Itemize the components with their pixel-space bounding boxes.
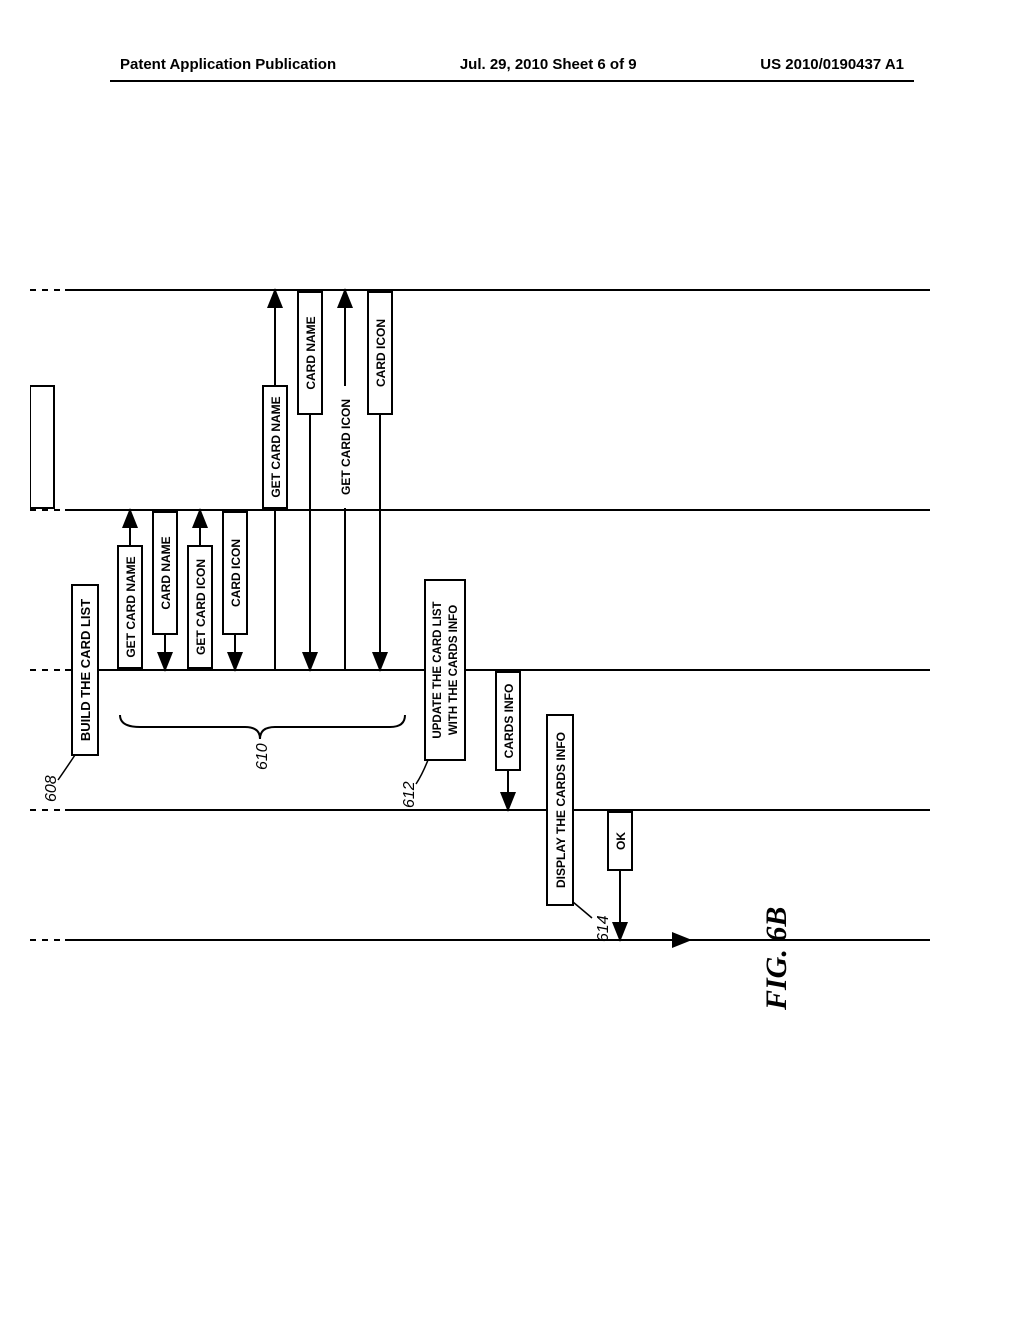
svg-text:GET CARD ICON: GET CARD ICON <box>339 399 353 495</box>
cards-info: CARDS INFO <box>496 672 520 810</box>
display-cards-info-box: DISPLAY THE CARDS INFO <box>547 715 573 905</box>
get-card-name-2: GET CARD NAME <box>263 290 287 670</box>
sequence-diagram: BUILD THE CARD LIST 608 GET CARD NAME CA… <box>30 280 930 980</box>
update-line1: UPDATE THE CARD LIST <box>432 601 444 738</box>
card-name-2: CARD NAME <box>298 292 322 670</box>
header-center: Jul. 29, 2010 Sheet 6 of 9 <box>460 56 637 73</box>
svg-text:OK: OK <box>614 832 628 850</box>
ref-608-leader <box>58 755 75 780</box>
header-left: Patent Application Publication <box>120 56 336 73</box>
get-card-name-1: GET CARD NAME <box>118 510 142 668</box>
ref-610: 610 <box>254 743 271 770</box>
brace-610 <box>120 715 405 739</box>
card-name-1: CARD NAME <box>153 512 177 670</box>
ref-614: 614 <box>595 915 612 942</box>
update-line2: WITH THE CARDS INFO <box>448 605 460 735</box>
svg-text:CARD NAME: CARD NAME <box>159 536 173 609</box>
svg-text:CARD ICON: CARD ICON <box>229 539 243 607</box>
build-card-list-box: BUILD THE CARD LIST <box>72 585 98 755</box>
figure-caption: FIG. 6B <box>760 907 794 1010</box>
svg-text:CARD NAME: CARD NAME <box>304 316 318 389</box>
ref-608: 608 <box>43 775 60 802</box>
ref-614-leader <box>573 902 592 918</box>
build-card-list-label: BUILD THE CARD LIST <box>78 599 93 741</box>
svg-text:CARD ICON: CARD ICON <box>374 319 388 387</box>
svg-text:GET CARD NAME: GET CARD NAME <box>124 556 138 657</box>
get-card-icon-1: GET CARD ICON <box>188 510 212 668</box>
card-icon-2: CARD ICON <box>368 292 392 670</box>
svg-text:GET CARD NAME: GET CARD NAME <box>269 396 283 497</box>
svg-text:CARDS INFO: CARDS INFO <box>502 684 516 759</box>
update-card-list-box: UPDATE THE CARD LIST WITH THE CARDS INFO <box>425 580 465 760</box>
svg-text:DISPLAY THE CARDS INFO: DISPLAY THE CARDS INFO <box>554 732 568 888</box>
page-header: Patent Application Publication Jul. 29, … <box>0 56 1024 73</box>
diagram-svg: BUILD THE CARD LIST 608 GET CARD NAME CA… <box>30 280 930 980</box>
card-icon-1: CARD ICON <box>223 512 247 670</box>
header-rule <box>110 80 914 82</box>
ref-612: 612 <box>401 781 418 808</box>
svg-text:GET CARD ICON: GET CARD ICON <box>194 559 208 655</box>
header-right: US 2010/0190437 A1 <box>760 56 904 73</box>
